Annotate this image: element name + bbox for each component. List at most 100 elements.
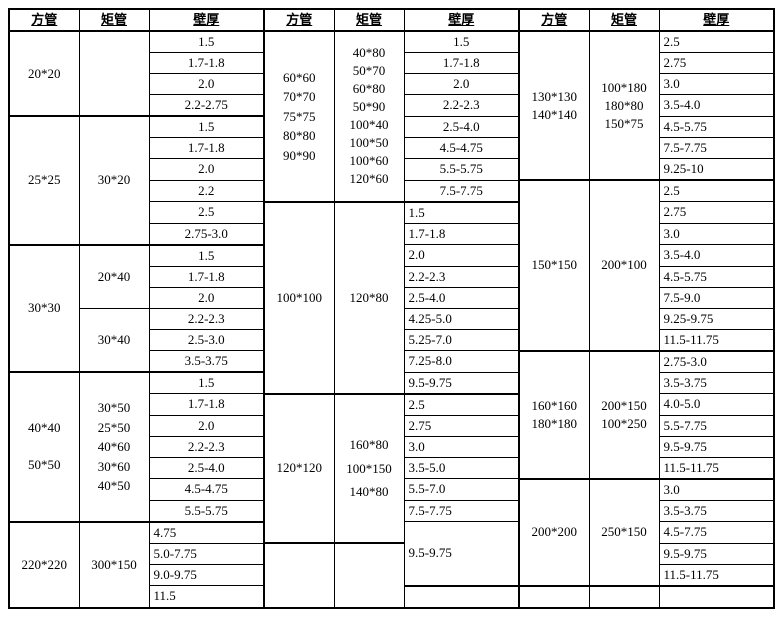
cell: 4.0-5.0 [659, 394, 774, 416]
cell: 20*20 [9, 31, 79, 116]
col-header: 壁厚 [659, 9, 774, 31]
col-header: 方管 [264, 9, 334, 31]
cell: 25*25 [9, 116, 79, 245]
cell: 9.25-10 [659, 159, 774, 181]
cell-text: 30*50 [98, 400, 131, 415]
cell: 1.5 [149, 372, 264, 394]
cell-text: 40*60 [98, 439, 131, 454]
cell: 4.5-5.75 [659, 266, 774, 287]
cell: 5.5-7.0 [404, 479, 519, 501]
cell: 2.5 [149, 202, 264, 224]
cell: 2.0 [404, 74, 519, 95]
cell: 2.5-4.0 [404, 287, 519, 308]
cell: 4.5-5.75 [659, 116, 774, 138]
cell: 30*40 [79, 308, 149, 372]
cell: 7.5-7.75 [404, 180, 519, 202]
cell: 3.5-4.0 [659, 245, 774, 267]
cell: 3.0 [659, 74, 774, 95]
cell: 5.0-7.75 [149, 543, 264, 564]
cell: 100*100 [264, 202, 334, 394]
cell: 40*80 50*70 60*80 50*90 100*40 100*50 10… [334, 31, 404, 202]
cell: 2.2-2.75 [149, 95, 264, 117]
cell: 2.5-3.0 [149, 329, 264, 351]
pipe-spec-table: 方管 矩管 壁厚 方管 矩管 壁厚 方管 矩管 壁厚 20*20 1.5 60*… [8, 8, 775, 609]
cell [404, 586, 519, 608]
cell: 2.75 [659, 53, 774, 74]
cell-text: 40*50 [98, 478, 131, 493]
cell: 60*60 70*70 75*75 80*80 90*90 [264, 31, 334, 202]
cell: 30*50 25*50 40*60 30*60 40*50 [79, 372, 149, 522]
cell: 200*200 [519, 479, 589, 586]
cell: 4.25-5.0 [404, 308, 519, 329]
cell: 2.75 [659, 202, 774, 224]
cell: 11.5 [149, 586, 264, 608]
cell: 30*30 [9, 245, 79, 373]
cell [589, 586, 659, 608]
cell: 4.75 [149, 522, 264, 544]
cell: 2.5 [659, 31, 774, 53]
cell: 2.2 [149, 180, 264, 202]
cell: 11.5-11.75 [659, 329, 774, 351]
cell: 2.75-3.0 [659, 351, 774, 373]
cell: 120*120 [264, 394, 334, 544]
cell: 30*20 [79, 116, 149, 245]
cell: 2.0 [149, 415, 264, 436]
cell-text: 25*50 [98, 420, 131, 435]
cell: 120*80 [334, 202, 404, 394]
cell: 150*150 [519, 180, 589, 351]
cell: 2.2-2.3 [404, 266, 519, 287]
cell: 220*220 [9, 522, 79, 608]
cell: 9.5-9.75 [404, 522, 519, 586]
cell: 3.5-3.75 [149, 351, 264, 373]
cell: 5.5-5.75 [404, 159, 519, 181]
cell [519, 586, 589, 608]
cell: 2.0 [404, 245, 519, 267]
cell: 1.5 [404, 31, 519, 53]
cell: 1.7-1.8 [149, 138, 264, 159]
cell-text: 40*40 [28, 420, 61, 435]
cell: 1.5 [149, 116, 264, 138]
cell: 200*100 [589, 180, 659, 351]
cell: 2.5-4.0 [404, 116, 519, 138]
cell: 250*150 [589, 479, 659, 586]
cell: 2.5-4.0 [149, 457, 264, 479]
cell: 9.5-9.75 [659, 436, 774, 457]
cell: 100*180 180*80 150*75 [589, 31, 659, 180]
cell: 20*40 [79, 245, 149, 309]
cell-text: 30*60 [98, 459, 131, 474]
cell: 3.0 [659, 223, 774, 245]
cell: 4.5-4.75 [404, 138, 519, 159]
col-header: 方管 [519, 9, 589, 31]
cell: 9.0-9.75 [149, 564, 264, 586]
cell: 1.7-1.8 [404, 53, 519, 74]
cell-text: 50*50 [28, 457, 61, 472]
cell: 1.7-1.8 [404, 223, 519, 245]
col-header: 壁厚 [404, 9, 519, 31]
cell: 3.5-3.75 [659, 500, 774, 522]
cell: 5.5-7.75 [659, 415, 774, 436]
cell: 1.5 [404, 202, 519, 224]
cell: 3.0 [404, 436, 519, 457]
cell: 1.7-1.8 [149, 394, 264, 416]
cell: 2.0 [149, 74, 264, 95]
cell [264, 543, 334, 608]
cell: 9.25-9.75 [659, 308, 774, 329]
cell: 5.25-7.0 [404, 329, 519, 351]
cell: 1.7-1.8 [149, 53, 264, 74]
col-header: 矩管 [589, 9, 659, 31]
cell: 1.5 [149, 245, 264, 267]
cell: 9.5-9.75 [404, 372, 519, 394]
col-header: 矩管 [334, 9, 404, 31]
cell: 3.5-5.0 [404, 457, 519, 479]
cell: 9.5-9.75 [659, 543, 774, 564]
cell: 1.5 [149, 31, 264, 53]
cell: 11.5-11.75 [659, 457, 774, 479]
cell: 2.0 [149, 159, 264, 181]
cell: 2.75-3.0 [149, 223, 264, 245]
cell: 160*80 100*150 140*80 [334, 394, 404, 544]
cell [79, 31, 149, 116]
cell: 2.2-2.3 [149, 308, 264, 329]
cell: 11.5-11.75 [659, 564, 774, 586]
cell: 200*150 100*250 [589, 351, 659, 479]
cell: 300*150 [79, 522, 149, 608]
